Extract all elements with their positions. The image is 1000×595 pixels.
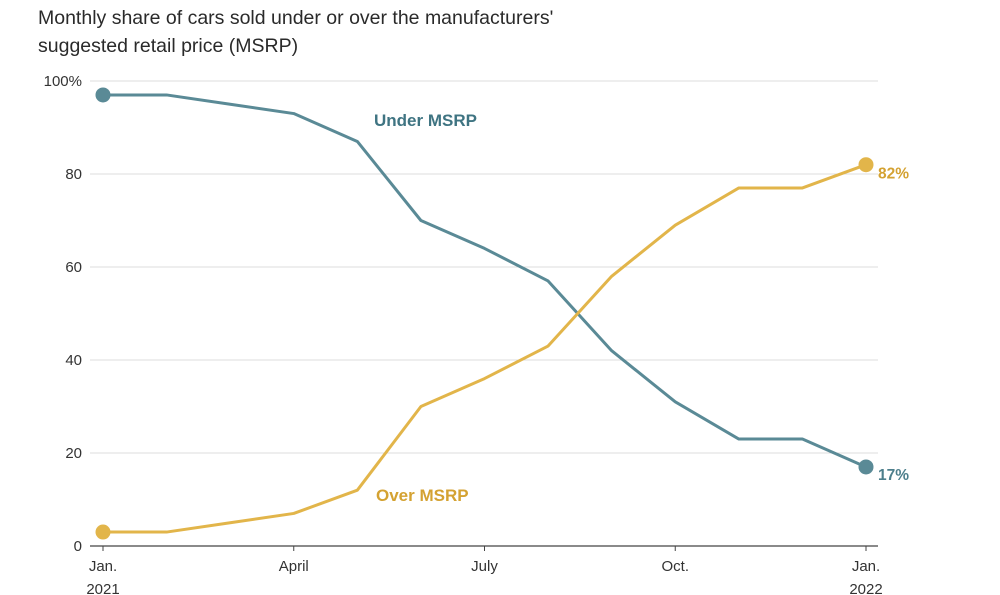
- chart-title: Monthly share of cars sold under or over…: [38, 4, 938, 60]
- x-tick-year-12: 2022: [849, 581, 882, 595]
- data-point-over-msrp-12: [858, 157, 874, 173]
- y-tick-label-60: 60: [65, 259, 82, 276]
- series-line-over-msrp: [101, 163, 868, 534]
- x-tick-label-0: Jan.: [89, 558, 117, 575]
- series-label-under-msrp: Under MSRP: [374, 111, 477, 130]
- data-point-over-msrp-0: [95, 524, 111, 540]
- chart-title-line-2: suggested retail price (MSRP): [38, 35, 299, 57]
- y-tick-label-0: 0: [74, 538, 82, 555]
- y-tick-label-40: 40: [65, 352, 82, 369]
- end-label-over-msrp: 82%: [878, 166, 909, 183]
- x-tick-label-6: July: [471, 558, 498, 575]
- x-tick-label-12: Jan.: [852, 558, 880, 575]
- x-tick-label-3: April: [279, 558, 309, 575]
- end-label-under-msrp: 17%: [878, 467, 909, 484]
- x-tick-label-9: Oct.: [661, 558, 689, 575]
- x-tick-year-0: 2021: [86, 581, 119, 595]
- y-tick-label-80: 80: [65, 166, 82, 183]
- chart-title-line-1: Monthly share of cars sold under or over…: [38, 7, 554, 29]
- data-point-under-msrp-0: [95, 87, 111, 103]
- series-label-over-msrp: Over MSRP: [376, 486, 469, 505]
- series-line-under-msrp: [101, 93, 868, 469]
- y-tick-label-100: 100%: [44, 73, 82, 90]
- data-point-under-msrp-12: [858, 459, 874, 475]
- y-tick-label-20: 20: [65, 445, 82, 462]
